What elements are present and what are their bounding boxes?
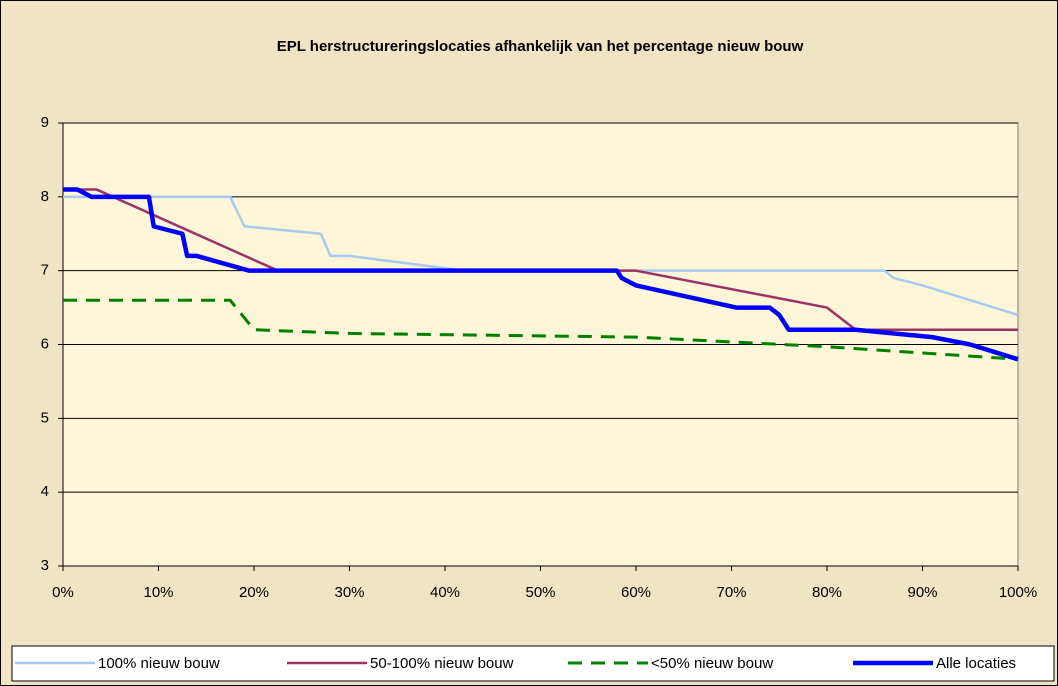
x-tick-label: 20% (239, 584, 269, 601)
y-tick-label: 7 (41, 262, 49, 279)
legend-label: 50-100% nieuw bouw (370, 655, 514, 672)
y-tick-label: 4 (41, 483, 49, 500)
series-line (63, 195, 1019, 317)
x-tick-label: 60% (621, 584, 651, 601)
x-tick-label: 40% (430, 584, 460, 601)
y-tick-label: 9 (41, 114, 49, 131)
legend-label: 100% nieuw bouw (98, 655, 220, 672)
series-line (63, 298, 1019, 361)
x-tick-label: 0% (52, 584, 74, 601)
y-tick-label: 5 (41, 409, 49, 426)
x-tick-label: 70% (716, 584, 746, 601)
legend-label: <50% nieuw bouw (651, 655, 773, 672)
x-tick-label: 90% (907, 584, 937, 601)
chart-title: EPL herstructureringslocaties afhankelij… (277, 38, 804, 55)
x-tick-label: 100% (999, 584, 1037, 601)
y-tick-label: 3 (41, 557, 49, 574)
x-tick-label: 50% (525, 584, 555, 601)
x-tick-label: 10% (143, 584, 173, 601)
y-tick-label: 8 (41, 188, 49, 205)
legend-label: Alle locaties (936, 655, 1016, 672)
x-tick-label: 30% (334, 584, 364, 601)
series-line (63, 187, 1019, 362)
y-tick-label: 6 (41, 335, 49, 352)
x-tick-label: 80% (812, 584, 842, 601)
